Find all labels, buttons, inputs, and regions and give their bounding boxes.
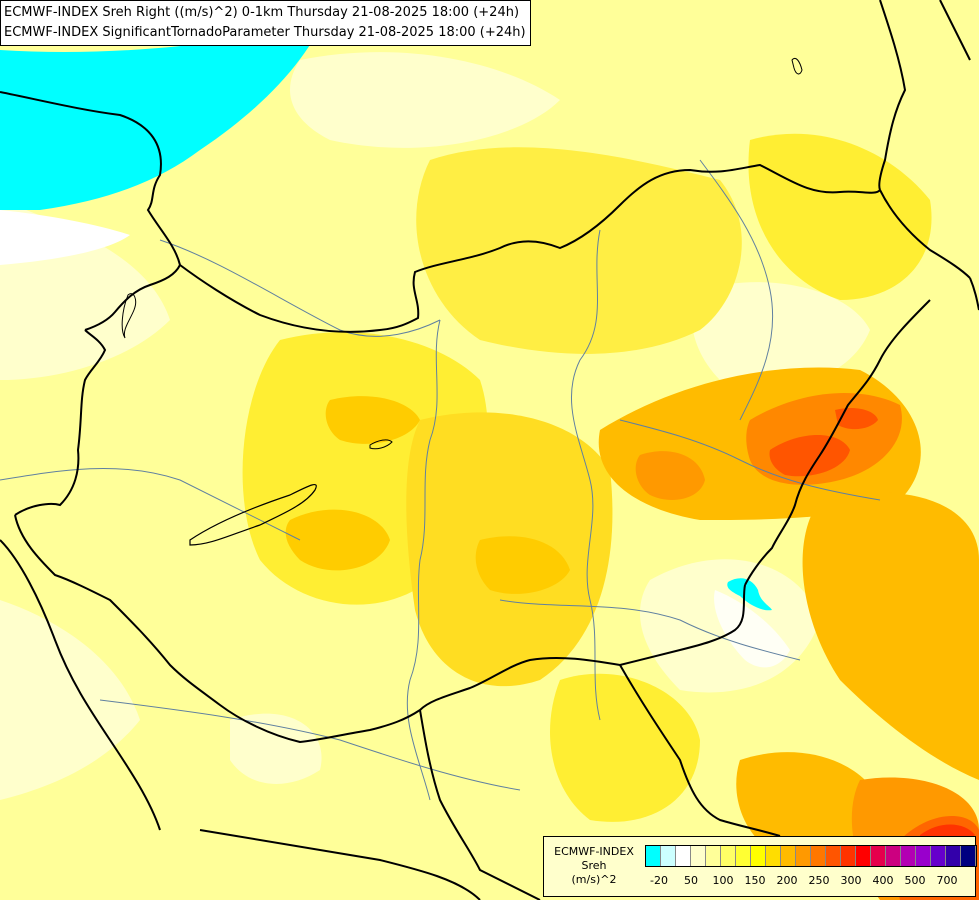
legend-swatch-17 [901,846,916,866]
border-southeast-lower [619,664,781,837]
legend-label-4: 200 [776,874,798,887]
legend-label-9: 700 [936,874,958,887]
map-title-line-1: ECMWF-INDEX Sreh Right ((m/s)^2) 0-1km T… [4,5,520,20]
legend-swatch-20 [946,846,961,866]
legend-swatch-13 [841,846,856,866]
low-value-zone-south [230,713,322,784]
low-value-zone-north [290,52,560,148]
border-southwest-lower [419,709,541,900]
legend-swatch-3 [691,846,706,866]
river-south [99,699,521,791]
legend-swatch-12 [826,846,841,866]
legend-label-5: 250 [808,874,830,887]
legend-swatch-1 [661,846,676,866]
legend-swatch-8 [766,846,781,866]
legend-swatch-9 [781,846,796,866]
legend-title-line-3: (m/s)^2 [571,873,617,886]
legend-swatch-0 [646,846,661,866]
border-far-west [0,539,161,831]
dark-orange-zone-a [635,451,705,500]
legend-title: ECMWF-INDEX Sreh (m/s)^2 [546,845,642,887]
border-northwest-segment [84,264,181,331]
legend-label-7: 400 [872,874,894,887]
legend-label-1: 50 [684,874,698,887]
legend-swatch-16 [886,846,901,866]
border-north-segment [0,91,881,333]
legend-swatch-6 [736,846,751,866]
orange-zone-center [325,396,420,444]
legend-swatch-18 [916,846,931,866]
border-far-northeast [939,0,971,61]
lake-neusiedl [121,293,137,339]
river-danube-bend [159,239,441,337]
legend-label-0: -20 [650,874,668,887]
mid-value-zone-southmid [550,673,700,822]
legend-label-6: 300 [840,874,862,887]
legend-swatch-10 [796,846,811,866]
negative-zone-cyan-east [727,578,772,611]
legend-label-8: 500 [904,874,926,887]
river-mures-like [619,419,881,501]
border-west-segment [14,329,107,516]
color-legend: ECMWF-INDEX Sreh (m/s)^2 -20 50 100 150 200 2… [543,836,977,897]
red-zone-a [769,435,850,477]
legend-swatch-2 [676,846,691,866]
border-south-segment [14,514,746,744]
river-south-east [499,599,801,661]
legend-title-line-1: ECMWF-INDEX [554,845,634,858]
legend-swatch-15 [871,846,886,866]
legend-swatch-5 [721,846,736,866]
map-title-box: ECMWF-INDEX Sreh Right ((m/s)^2) 0-1km T… [0,0,531,46]
border-northeast-vertical [878,0,907,191]
lake-northeast [791,57,803,75]
river-west [0,467,301,541]
low-value-zone-southwest [0,600,140,800]
legend-swatch-21 [961,846,976,866]
negative-zone-cyan-northwest [0,0,330,210]
white-zone-west [0,210,130,265]
mid-value-zone-northeast [748,133,932,300]
orange-zone-west [285,509,390,571]
legend-scale-labels: -20 50 100 150 200 250 300 400 500 700 [645,874,970,888]
legend-swatch-11 [811,846,826,866]
river-east [570,229,601,721]
orange-zone-southeast [736,752,880,853]
border-east-segment [744,299,931,586]
legend-swatch-14 [856,846,871,866]
map-title-line-2: ECMWF-INDEX SignificantTornadoParameter … [4,25,526,40]
low-value-zone-east [691,282,870,388]
legend-label-2: 100 [712,874,734,887]
legend-title-line-2: Sreh [581,859,607,872]
border-east-edge [969,277,979,311]
lake-small [369,439,393,450]
orange-zone-plain [475,536,570,594]
river-northeast [699,159,774,421]
mid-value-zone-north [416,147,742,354]
legend-label-3: 150 [744,874,766,887]
lake-balaton [189,483,317,546]
legend-swatch-19 [931,846,946,866]
orange-zone-far-east [802,492,979,780]
border-far-south [199,829,481,900]
legend-color-bar [645,845,977,867]
legend-swatch-4 [706,846,721,866]
border-northeast-segment [879,189,971,279]
red-zone-b [835,408,878,430]
legend-swatch-7 [751,846,766,866]
white-zone-east [714,590,790,668]
